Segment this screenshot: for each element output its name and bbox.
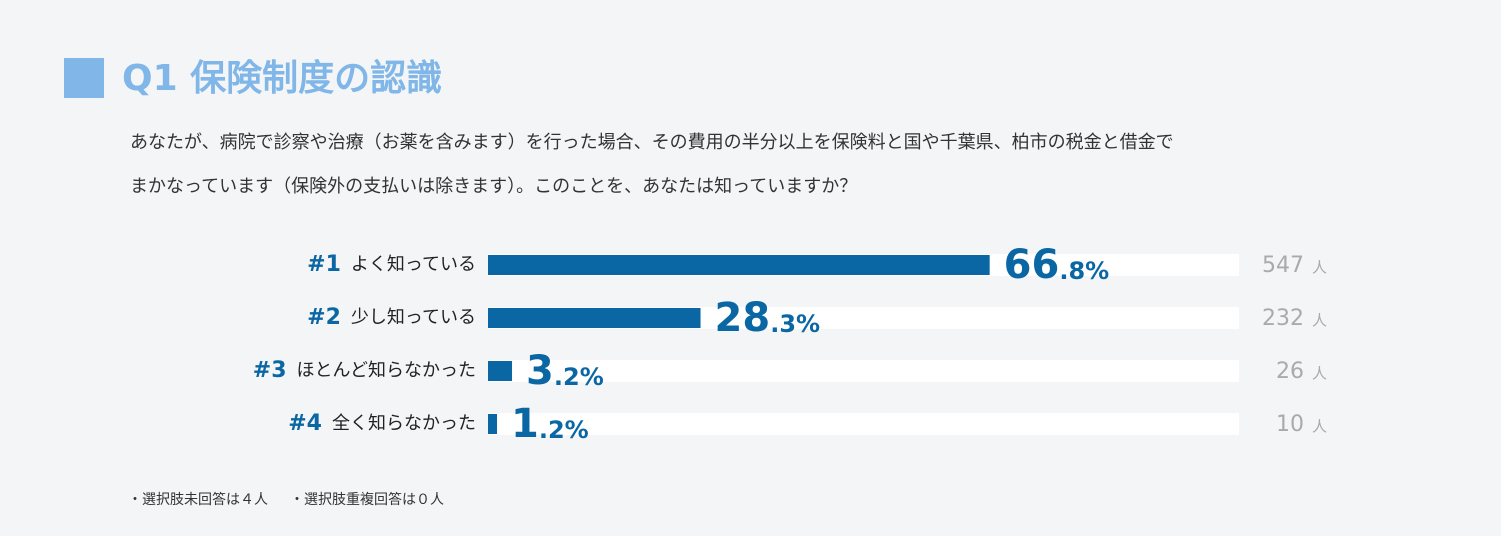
row-label: #4 全く知らなかった: [288, 411, 476, 436]
question-line: まかなっています（保険外の支払いは除きます）。このことを、あなたは知っていますか…: [130, 176, 857, 197]
category-label: よく知っている: [351, 254, 476, 275]
count-unit: 人: [1312, 365, 1327, 383]
bar-track: [488, 413, 1239, 435]
row-label: #1 よく知っている: [307, 252, 476, 277]
rank-label: #1: [307, 252, 341, 277]
count-unit: 人: [1312, 418, 1327, 436]
count-unit: 人: [1312, 312, 1327, 330]
count-label: 547: [1262, 253, 1304, 278]
row-label: #3 ほとんど知らなかった: [253, 358, 476, 383]
count-label: 10: [1276, 412, 1304, 437]
value-label: 1.2%: [511, 401, 589, 447]
question-line: あなたが、病院で診察や治療（お薬を含みます）を行った場合、その費用の半分以上を保…: [130, 132, 1174, 153]
bar: [488, 308, 701, 328]
rank-label: #4: [288, 411, 322, 436]
note: ・選択肢未回答は４人: [128, 491, 268, 508]
count-label: 232: [1262, 306, 1304, 331]
bar: [488, 414, 498, 434]
value-label: 28.3%: [715, 295, 821, 341]
rank-label: #3: [253, 358, 287, 383]
category-label: 少し知っている: [351, 307, 476, 328]
bar: [488, 255, 990, 275]
value-label: 66.8%: [1004, 242, 1110, 288]
bar-track: [488, 360, 1239, 382]
category-label: 全く知らなかった: [332, 413, 476, 434]
chart-title: Q1 保険制度の認識: [122, 58, 442, 99]
row-label: #2 少し知っている: [307, 305, 476, 330]
title-icon: [64, 58, 104, 98]
category-label: ほとんど知らなかった: [297, 360, 476, 381]
note: ・選択肢重複回答は０人: [290, 491, 444, 508]
count-unit: 人: [1312, 259, 1327, 277]
value-label: 3.2%: [526, 348, 604, 394]
bar: [488, 361, 513, 381]
count-label: 26: [1276, 359, 1304, 384]
rank-label: #2: [307, 305, 341, 330]
